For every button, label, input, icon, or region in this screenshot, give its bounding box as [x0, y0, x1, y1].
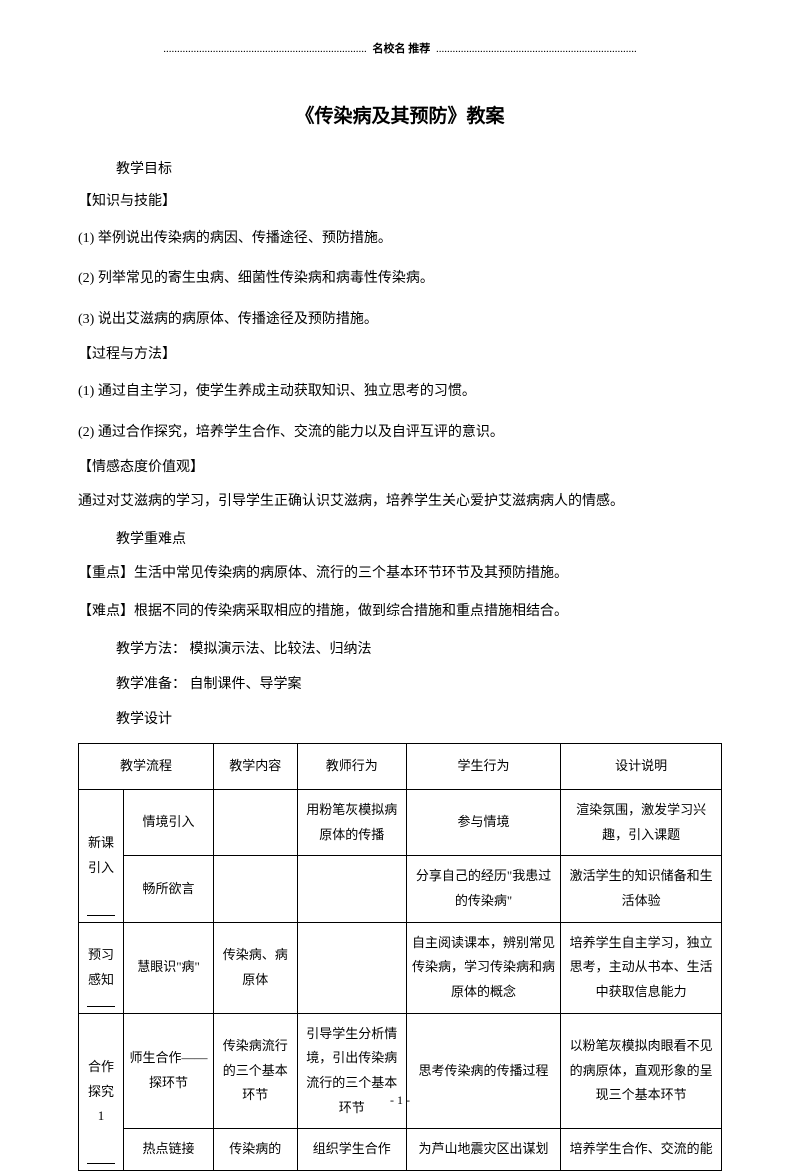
- cell-flow-main: 合作探究 1: [79, 1013, 124, 1170]
- cell-flow-sub: 师生合作——探环节: [124, 1013, 214, 1129]
- cell-design: 渲染氛围，激发学习兴趣，引入课题: [561, 789, 722, 855]
- th-teacher: 教师行为: [297, 744, 406, 790]
- cell-student: 为芦山地震灾区出谋划: [406, 1129, 560, 1171]
- method-label: 教学方法：: [116, 642, 186, 657]
- prep-text: 自制课件、导学案: [186, 677, 302, 692]
- cell-student: 思考传染病的传播过程: [406, 1013, 560, 1129]
- cell-teacher: 引导学生分析情境，引出传染病流行的三个基本环节: [297, 1013, 406, 1129]
- prep-label: 教学准备：: [116, 677, 186, 692]
- cell-design: 激活学生的知识储备和生活体验: [561, 856, 722, 922]
- cell-flow-main: 新课引入: [79, 789, 124, 922]
- ks-item-1: (1) 举例说出传染病的病因、传播途径、预防措施。: [78, 228, 722, 250]
- cell-flow-sub: 畅所欲言: [124, 856, 214, 922]
- cell-student: 分享自己的经历"我患过的传染病": [406, 856, 560, 922]
- document-title: 《传染病及其预防》教案: [78, 101, 722, 128]
- th-student: 学生行为: [406, 744, 560, 790]
- pm-item-1: (1) 通过自主学习，使学生养成主动获取知识、独立思考的习惯。: [78, 381, 722, 403]
- ks-item-2: (2) 列举常见的寄生虫病、细菌性传染病和病毒性传染病。: [78, 268, 722, 290]
- emotion-text: 通过对艾滋病的学习，引导学生正确认识艾滋病，培养学生关心爱护艾滋病病人的情感。: [78, 491, 722, 513]
- th-design: 设计说明: [561, 744, 722, 790]
- header-label: 名校名 推荐: [373, 43, 431, 55]
- difficulty-label: 教学重难点: [116, 528, 722, 548]
- cell-teacher: [297, 922, 406, 1013]
- method-text: 模拟演示法、比较法、归纳法: [186, 642, 372, 657]
- header-dots-right: ........................................…: [436, 43, 637, 55]
- cell-student: 参与情境: [406, 789, 560, 855]
- ks-item-3: (3) 说出艾滋病的病原体、传播途径及预防措施。: [78, 309, 722, 331]
- cell-teacher: [297, 856, 406, 922]
- cell-flow-sub: 情境引入: [124, 789, 214, 855]
- cell-content: [214, 789, 298, 855]
- table-row: 合作探究 1 师生合作——探环节 传染病流行的三个基本环节 引导学生分析情境，引…: [79, 1013, 722, 1129]
- cell-student: 自主阅读课本，辨别常见传染病，学习传染病和病原体的概念: [406, 922, 560, 1013]
- process-method-label: 【过程与方法】: [78, 343, 722, 363]
- cell-content: 传染病、病原体: [214, 922, 298, 1013]
- table-row: 预习感知 慧眼识"病" 传染病、病原体 自主阅读课本，辨别常见传染病，学习传染病…: [79, 922, 722, 1013]
- design-label: 教学设计: [116, 708, 722, 728]
- knowledge-skill-label: 【知识与技能】: [78, 190, 722, 210]
- th-content: 教学内容: [214, 744, 298, 790]
- header-reference: ........................................…: [78, 40, 722, 56]
- pm-item-2: (2) 通过合作探究，培养学生合作、交流的能力以及自评互评的意识。: [78, 422, 722, 444]
- method-line: 教学方法： 模拟演示法、比较法、归纳法: [116, 638, 722, 658]
- cell-flow-main: 预习感知: [79, 922, 124, 1013]
- cell-content: 传染病的: [214, 1129, 298, 1171]
- page-number: - 1 -: [0, 1093, 800, 1108]
- header-dots-left: ........................................…: [163, 43, 367, 55]
- cell-design: 培养学生合作、交流的能: [561, 1129, 722, 1171]
- cell-design: 培养学生自主学习，独立思考，主动从书本、生活中获取信息能力: [561, 922, 722, 1013]
- cell-teacher: 组织学生合作: [297, 1129, 406, 1171]
- prep-line: 教学准备： 自制课件、导学案: [116, 673, 722, 693]
- cell-flow-sub: 热点链接: [124, 1129, 214, 1171]
- cell-design: 以粉笔灰模拟肉眼看不见的病原体，直观形象的呈现三个基本环节: [561, 1013, 722, 1129]
- table-row: 新课引入 情境引入 用粉笔灰模拟病原体的传播 参与情境 渲染氛围，激发学习兴趣，…: [79, 789, 722, 855]
- hard-point: 【难点】根据不同的传染病采取相应的措施，做到综合措施和重点措施相结合。: [78, 601, 722, 623]
- emotion-label: 【情感态度价值观】: [78, 456, 722, 476]
- cell-flow-sub: 慧眼识"病": [124, 922, 214, 1013]
- goal-label: 教学目标: [116, 158, 722, 178]
- key-point: 【重点】生活中常见传染病的病原体、流行的三个基本环节环节及其预防措施。: [78, 563, 722, 585]
- table-row: 畅所欲言 分享自己的经历"我患过的传染病" 激活学生的知识储备和生活体验: [79, 856, 722, 922]
- cell-teacher: 用粉笔灰模拟病原体的传播: [297, 789, 406, 855]
- cell-content: 传染病流行的三个基本环节: [214, 1013, 298, 1129]
- table-header-row: 教学流程 教学内容 教师行为 学生行为 设计说明: [79, 744, 722, 790]
- table-row: 热点链接 传染病的 组织学生合作 为芦山地震灾区出谋划 培养学生合作、交流的能: [79, 1129, 722, 1171]
- th-flow: 教学流程: [79, 744, 214, 790]
- cell-content: [214, 856, 298, 922]
